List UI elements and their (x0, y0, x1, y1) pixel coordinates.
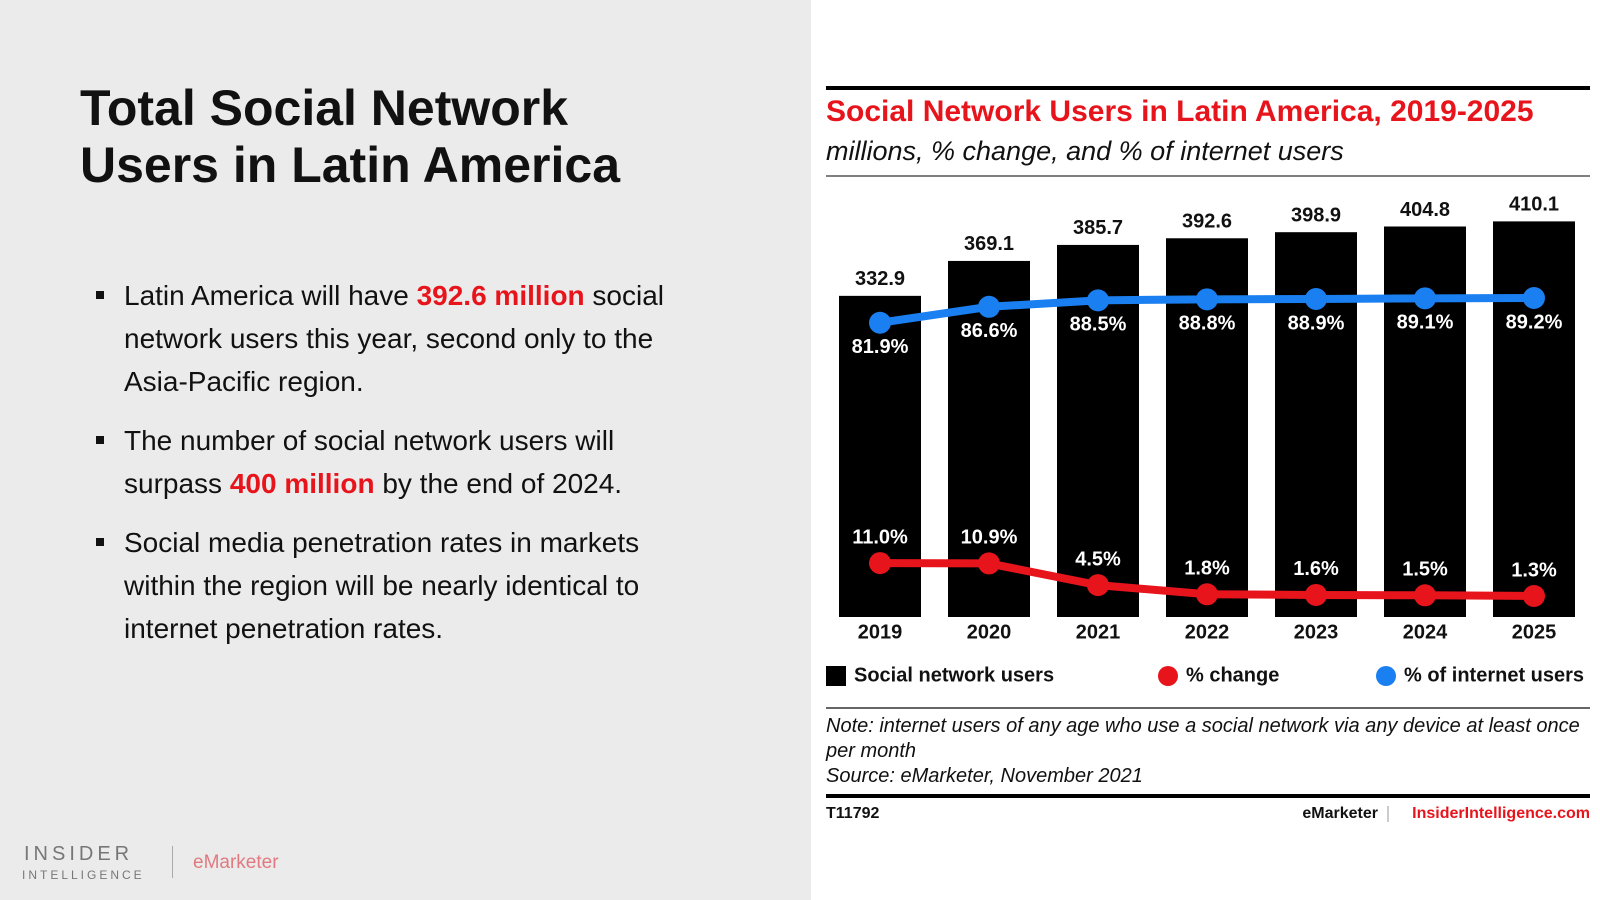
bar-value-label: 392.6 (1182, 211, 1232, 233)
slide-title: Total Social Network Users in Latin Amer… (80, 80, 621, 193)
line-value-label: 10.9% (961, 527, 1018, 549)
brand: eMarketer (1302, 805, 1378, 822)
line-value-label: 1.5% (1402, 559, 1448, 581)
bullet-list: Latin America will have 392.6 million so… (96, 274, 716, 666)
logo-text: INTELLIGENCE (22, 868, 145, 882)
line-value-label: 4.5% (1075, 548, 1121, 570)
line-point (1196, 583, 1218, 606)
line-value-label: 1.8% (1184, 558, 1230, 580)
x-tick-label: 2025 (1512, 621, 1557, 643)
line-point (869, 552, 891, 575)
bullet-text: social network users this year, second o… (124, 280, 665, 397)
x-tick-label: 2020 (967, 621, 1012, 643)
bullet: The number of social network users will … (96, 419, 716, 505)
bullet: Latin America will have 392.6 million so… (96, 274, 716, 403)
bar-value-label: 332.9 (855, 268, 905, 290)
line-point (869, 311, 891, 334)
legend-label: Social network users (854, 664, 1054, 686)
line-point (978, 295, 1000, 318)
line-point (1414, 287, 1436, 310)
bar-value-label: 398.9 (1291, 204, 1341, 226)
line-value-label: 89.2% (1506, 311, 1563, 333)
line-point (1196, 288, 1218, 311)
note-text: Note: internet users of any age who use … (826, 715, 1580, 762)
bullet-text: by the end of 2024. (374, 468, 623, 499)
x-tick-label: 2022 (1185, 621, 1230, 643)
line-value-label: 88.5% (1070, 314, 1127, 336)
line-value-label: 11.0% (852, 526, 908, 548)
source-text: Source: eMarketer, November 2021 (826, 765, 1143, 787)
chart-id: T11792 (826, 805, 879, 822)
emphasis-text: 392.6 million (416, 280, 585, 311)
bullet: Social media penetration rates in market… (96, 521, 716, 650)
line-value-label: 88.8% (1179, 313, 1236, 335)
bar-value-label: 385.7 (1073, 217, 1123, 239)
site: InsiderIntelligence.com (1412, 805, 1590, 822)
line-value-label: 81.9% (852, 336, 909, 358)
x-tick-label: 2019 (858, 621, 903, 643)
legend-label: % change (1186, 664, 1279, 686)
line-point (1087, 574, 1109, 597)
line-point (1305, 287, 1327, 310)
line-point (1523, 584, 1545, 607)
line-value-label: 89.1% (1397, 312, 1454, 334)
logo-text: INSIDER (24, 843, 134, 865)
chart-title: Social Network Users in Latin America, 2… (826, 95, 1534, 128)
emphasis-text: 400 million (229, 468, 375, 499)
legend-label: % of internet users (1404, 664, 1584, 686)
line-point (1087, 289, 1109, 312)
bar-value-label: 410.1 (1509, 194, 1559, 216)
left-panel: Total Social Network Users in Latin Amer… (0, 0, 811, 900)
line-value-label: 1.3% (1511, 559, 1557, 581)
chart-subtitle: millions, % change, and % of internet us… (826, 136, 1344, 166)
line-value-label: 1.6% (1293, 558, 1339, 580)
bar (1493, 221, 1575, 617)
line-value-label: 86.6% (961, 320, 1018, 342)
bullet-text: Social media penetration rates in market… (124, 527, 640, 644)
bar-value-label: 404.8 (1400, 199, 1450, 221)
logo-divider (172, 846, 173, 878)
legend-marker (826, 666, 846, 686)
x-tick-label: 2023 (1294, 621, 1339, 643)
x-tick-label: 2024 (1403, 621, 1448, 643)
logo-text: eMarketer (193, 852, 279, 873)
note: Note: internet users of any age who use … (826, 714, 1586, 789)
line-point (1523, 286, 1545, 309)
bullet-text: Latin America will have (124, 280, 417, 311)
legend-marker (1158, 666, 1178, 686)
line-value-label: 88.9% (1288, 312, 1345, 334)
line-point (1414, 584, 1436, 607)
x-tick-label: 2021 (1076, 621, 1121, 643)
legend-marker (1376, 666, 1396, 686)
line-point (978, 552, 1000, 575)
line-point (1305, 583, 1327, 606)
bullet-text: The number of social network users will … (124, 425, 615, 499)
bar-value-label: 369.1 (964, 233, 1014, 255)
